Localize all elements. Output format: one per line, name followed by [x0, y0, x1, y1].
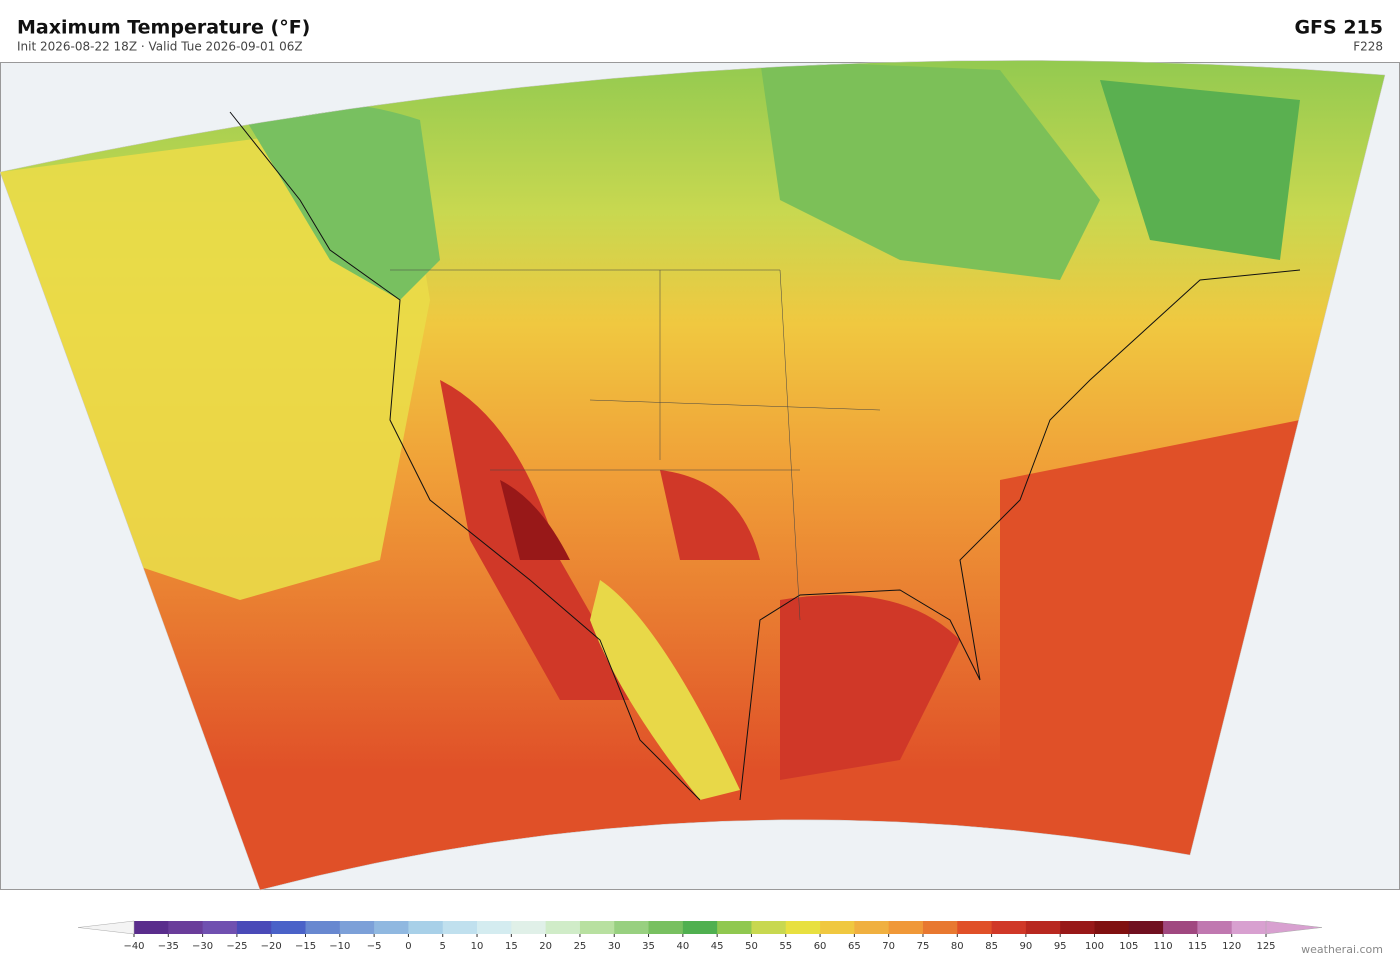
colorbar-tick-label: 95	[1054, 941, 1067, 952]
colorbar-tick-label: 60	[814, 941, 827, 952]
colorbar-segment	[1025, 921, 1061, 934]
colorbar-tick-label: −10	[329, 941, 350, 952]
colorbar-tick-label: 65	[848, 941, 861, 952]
subtitle: Init 2026-08-22 18Z · Valid Tue 2026-09-…	[17, 40, 303, 54]
colorbar-segment	[1197, 921, 1233, 934]
colorbar-tick-label: −15	[295, 941, 316, 952]
colorbar-segment	[922, 921, 958, 934]
colorbar-tick-label: 40	[676, 941, 689, 952]
colorbar-tick-label: 45	[711, 941, 724, 952]
colorbar-segment	[271, 921, 307, 934]
colorbar-segment	[1060, 921, 1095, 934]
colorbar-tick-label: 70	[882, 941, 895, 952]
colorbar-tick-label: 90	[1020, 941, 1033, 952]
colorbar-segment	[957, 921, 993, 934]
colorbar-tick-label: 115	[1188, 941, 1207, 952]
colorbar-segment	[1094, 921, 1130, 934]
colorbar-segment	[991, 921, 1027, 934]
borders	[390, 269, 881, 621]
colorbar-segment	[579, 921, 615, 934]
colorbar-segment	[305, 921, 341, 934]
credit: weatherai.com	[1301, 943, 1383, 956]
colorbar: −40 −35 −30 −25 −20 −15 −10 −5 0 5 10 15 20 25 30 35 40 4…	[77, 920, 1323, 952]
colorbar-segment	[820, 921, 855, 934]
colorbar-tick-label: 20	[539, 941, 552, 952]
temperature-field	[0, 60, 1385, 890]
colorbar-tick-label: −5	[367, 941, 382, 952]
colorbar-tick-label: 105	[1119, 941, 1138, 952]
colorbar-segment	[545, 921, 581, 934]
colorbar-segment	[511, 921, 547, 934]
colorbar-segment	[1231, 921, 1267, 934]
colorbar-under	[77, 920, 135, 935]
colorbar-tick-label: 110	[1154, 941, 1173, 952]
colorbar-tick-label: −20	[261, 941, 282, 952]
forecast-hour: F228	[1353, 40, 1383, 54]
colorbar-segment	[408, 921, 444, 934]
colorbar-segment	[442, 921, 478, 934]
colorbar-tick-label: 10	[471, 941, 484, 952]
colorbar-tick-label: −25	[226, 941, 247, 952]
colorbar-tick-label: 55	[779, 941, 792, 952]
colorbar-segment	[648, 921, 684, 934]
colorbar-tick-label: 5	[440, 941, 446, 952]
colorbar-tick-label: 120	[1222, 941, 1241, 952]
colorbar-tick-label: 75	[917, 941, 930, 952]
colorbar-segment	[614, 921, 650, 934]
colorbar-tick-label: 125	[1256, 941, 1275, 952]
colorbar-segment	[751, 921, 787, 934]
colorbar-segment	[785, 921, 821, 934]
colorbar-tick-label: 35	[642, 941, 655, 952]
colorbar-tick-label: 30	[608, 941, 621, 952]
colorbar-segment	[202, 921, 238, 934]
colorbar-segment	[477, 921, 512, 934]
colorbar-segment	[168, 921, 204, 934]
colorbar-tick-label: −40	[123, 941, 144, 952]
colorbar-over	[1265, 920, 1323, 935]
colorbar-tick-label: 0	[405, 941, 411, 952]
colorbar-tick-label: 50	[745, 941, 758, 952]
colorbar-segment	[682, 921, 718, 934]
colorbar-segment	[1163, 921, 1198, 934]
colorbar-tick-label: 15	[505, 941, 518, 952]
colorbar-tick-label: −30	[192, 941, 213, 952]
colorbar-tick-label: 25	[574, 941, 587, 952]
colorbar-tick-label: −35	[158, 941, 179, 952]
colorbar-segment	[1128, 921, 1164, 934]
colorbar-segment	[717, 921, 752, 934]
colorbar-segment	[134, 921, 169, 934]
colorbar-tick-label: 85	[985, 941, 998, 952]
colorbar-tick-label: 80	[951, 941, 964, 952]
colorbar-segment	[854, 921, 890, 934]
colorbar-segment	[339, 921, 375, 934]
colorbar-segment	[888, 921, 924, 934]
model: GFS 215	[1294, 17, 1383, 39]
colorbar-tick-label: 100	[1085, 941, 1104, 952]
coastline	[229, 111, 1301, 801]
colorbar-segment	[236, 921, 272, 934]
title: Maximum Temperature (°F)	[17, 17, 310, 39]
colorbar-segment	[374, 921, 409, 934]
domain-outline	[0, 60, 1386, 891]
